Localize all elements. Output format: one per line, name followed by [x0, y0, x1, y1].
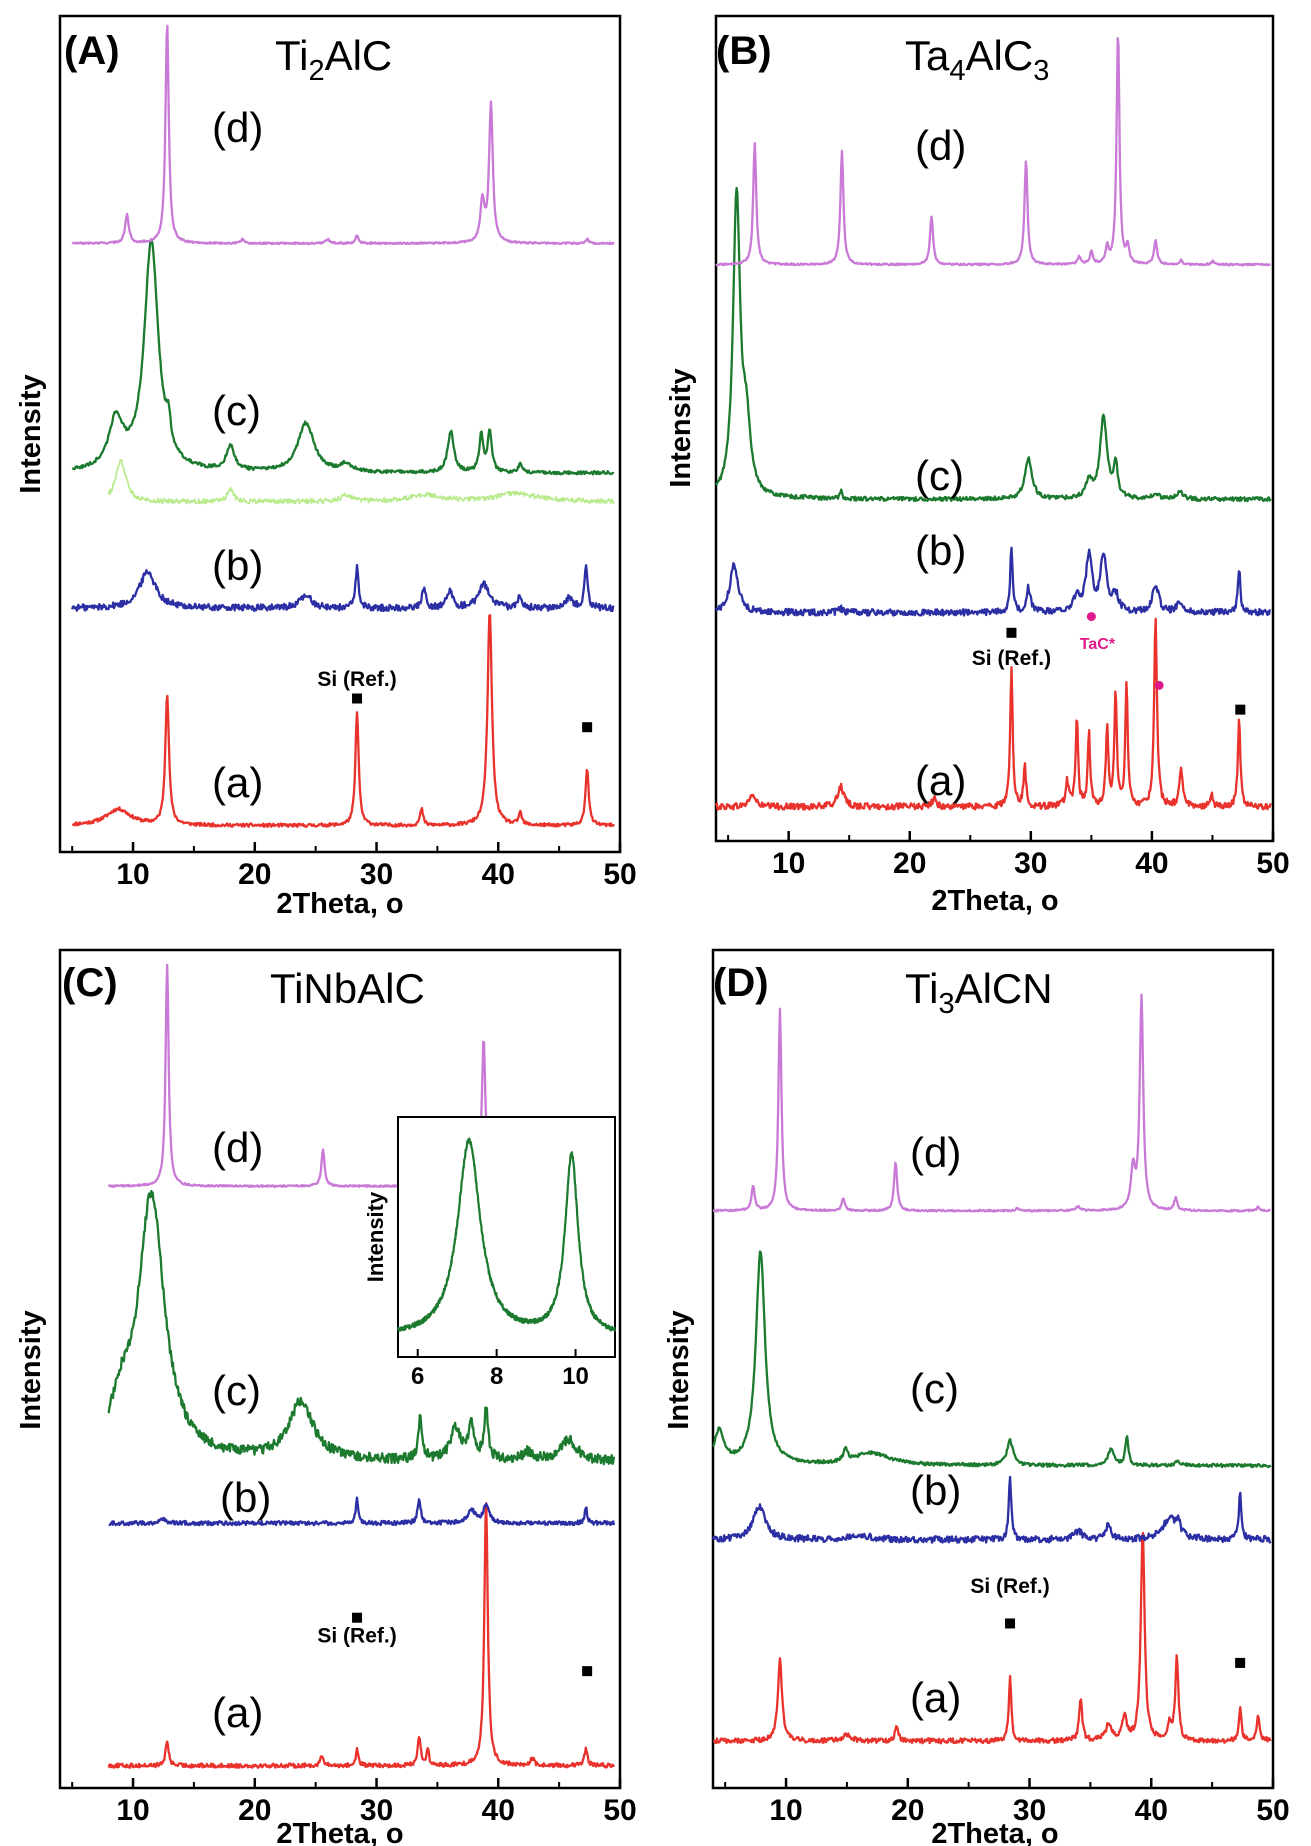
panel-a-label-a: (a) [212, 759, 263, 806]
si-ref-marker [352, 1612, 363, 1623]
panel-a-label-d: (d) [212, 104, 263, 151]
panel-b-compound: Ta4AlC3 [905, 32, 1049, 87]
panel-d-frame [711, 948, 1275, 1790]
panel-b-label: (B) [716, 29, 772, 73]
inset-series-line [396, 1137, 616, 1332]
series-line-c [712, 1250, 1272, 1469]
panel-d-compound: Ti3AlCN [905, 965, 1053, 1020]
panel-a-label-c: (c) [212, 387, 261, 434]
x-tick-label: 20 [891, 1794, 924, 1827]
x-tick-label: 10 [769, 1794, 802, 1827]
x-tick-label: 50 [1256, 847, 1289, 880]
si-ref-marker [1235, 704, 1246, 715]
x-tick-label: 50 [1256, 1794, 1289, 1827]
inset-x-tick-label: 10 [562, 1363, 589, 1390]
x-tick-label: 10 [116, 1794, 149, 1827]
x-tick-label: 10 [772, 847, 805, 880]
panel-c: (C) TiNbAlC Intensity 2Theta, o 10 20 30 40… [15, 948, 637, 1846]
panel-a-compound: Ti2AlC [275, 32, 392, 87]
tac-label: TaC* [1080, 636, 1116, 653]
panel-d-label-c: (c) [910, 1365, 959, 1412]
panel-d: (D) Ti3AlCN Intensity 2Theta, o 10 20 30 40… [663, 948, 1290, 1846]
series-line-b [108, 1496, 616, 1527]
panel-c-frame [58, 948, 622, 1790]
si-ref-label: Si (Ref.) [317, 668, 396, 691]
series-line-c_light [107, 459, 615, 505]
panel-d-label-b: (b) [910, 1467, 961, 1514]
inset-x-tick-label: 6 [411, 1363, 424, 1390]
panel-a-xlabel: 2Theta, o [276, 888, 403, 920]
panel-a: (A) Ti2AlC Intensity 2Theta, o 10 20 30 40 5… [15, 14, 637, 920]
x-tick-label: 50 [603, 1794, 636, 1827]
panel-c-label-a: (a) [212, 1689, 263, 1736]
si-ref-label: Si (Ref.) [970, 1575, 1049, 1598]
x-tick-label: 20 [893, 847, 926, 880]
panel-b-label-b: (b) [915, 527, 966, 574]
series-line-c [107, 1189, 616, 1466]
panel-b-ylabel: Intensity [665, 368, 697, 487]
series-line-a [714, 617, 1272, 811]
x-tick-label: 30 [360, 858, 393, 891]
series-line-a [712, 1531, 1272, 1745]
si-ref-marker [1005, 1618, 1016, 1629]
x-tick-label: 40 [482, 858, 515, 891]
panel-a-ylabel: Intensity [15, 374, 47, 493]
si-ref-label: Si (Ref.) [972, 647, 1051, 670]
x-tick-label: 40 [1135, 847, 1168, 880]
panel-b: (B) Ta4AlC3 Intensity 2Theta, o 10 20 30 40… [665, 14, 1290, 917]
x-tick-label: 30 [1014, 847, 1047, 880]
panel-c-inset: Intensity 6 8 10 [363, 1116, 616, 1390]
series-line-b [71, 563, 615, 613]
si-ref-label: Si (Ref.) [317, 1624, 396, 1647]
tac-marker [1086, 612, 1096, 622]
series-line-b [714, 546, 1271, 617]
panel-c-compound: TiNbAlC [270, 965, 425, 1012]
series-line-d [715, 37, 1271, 267]
panel-d-label-d: (d) [910, 1129, 961, 1176]
series-line-a [107, 1502, 615, 1769]
panel-a-label-b: (b) [212, 542, 263, 589]
x-tick-label: 20 [238, 858, 271, 891]
panel-c-label-d: (d) [212, 1124, 263, 1171]
panel-b-label-a: (a) [915, 757, 966, 804]
si-ref-marker [1235, 1657, 1246, 1668]
series-line-c [715, 186, 1272, 503]
panel-b-frame [714, 14, 1275, 843]
panel-a-frame [58, 14, 622, 854]
inset-ylabel: Intensity [363, 1191, 388, 1282]
panel-d-label: (D) [713, 961, 769, 1005]
series-line-c [71, 238, 615, 476]
si-ref-marker [352, 693, 363, 704]
panel-d-xlabel: 2Theta, o [931, 1818, 1058, 1846]
x-tick-label: 40 [1135, 1794, 1168, 1827]
panel-c-ylabel: Intensity [15, 1310, 47, 1429]
panel-c-label-c: (c) [212, 1367, 261, 1414]
x-tick-label: 30 [1013, 1794, 1046, 1827]
x-tick-label: 20 [238, 1794, 271, 1827]
panel-a-label: (A) [64, 29, 120, 73]
panel-b-label-c: (c) [915, 452, 964, 499]
si-ref-marker [582, 722, 593, 733]
series-line-b [711, 1475, 1272, 1544]
panel-d-label-a: (a) [910, 1674, 961, 1721]
panel-b-xlabel: 2Theta, o [931, 885, 1058, 917]
x-tick-label: 50 [603, 858, 636, 891]
inset-frame [397, 1116, 616, 1358]
tac-marker [1154, 680, 1164, 690]
si-ref-marker [1006, 627, 1017, 638]
x-tick-label: 10 [116, 858, 149, 891]
series-line-a [71, 614, 615, 828]
panel-c-xlabel: 2Theta, o [276, 1818, 403, 1846]
panel-b-label-d: (d) [915, 122, 966, 169]
x-tick-label: 30 [360, 1794, 393, 1827]
series-line-d [71, 24, 615, 246]
panel-c-label: (C) [62, 961, 118, 1005]
si-ref-marker [582, 1666, 593, 1677]
panel-d-ylabel: Intensity [663, 1310, 695, 1429]
series-line-d [712, 993, 1271, 1213]
panel-c-label-b: (b) [220, 1474, 271, 1521]
x-tick-label: 40 [482, 1794, 515, 1827]
inset-x-tick-label: 8 [490, 1363, 503, 1390]
